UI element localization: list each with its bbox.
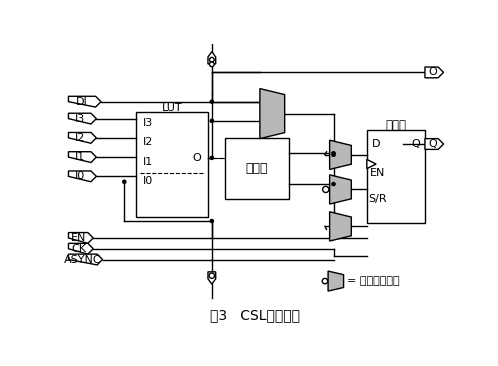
Circle shape: [322, 279, 328, 284]
Text: O: O: [193, 153, 202, 163]
Bar: [367, 130, 425, 223]
Text: LUT: LUT: [161, 103, 182, 113]
Polygon shape: [330, 140, 351, 169]
Text: 触发器: 触发器: [385, 119, 406, 132]
Text: I2: I2: [75, 133, 85, 143]
Polygon shape: [425, 139, 444, 149]
Circle shape: [210, 119, 214, 123]
Text: I1: I1: [75, 152, 85, 162]
Polygon shape: [208, 52, 216, 64]
Polygon shape: [68, 96, 101, 107]
Bar: [225, 138, 288, 199]
Text: D: D: [372, 139, 380, 149]
Text: DI: DI: [76, 97, 88, 107]
Polygon shape: [68, 232, 93, 243]
Text: Q: Q: [428, 139, 437, 149]
Circle shape: [210, 57, 214, 62]
Text: ASYNC: ASYNC: [64, 254, 102, 265]
Circle shape: [209, 273, 215, 279]
Circle shape: [332, 151, 336, 155]
Polygon shape: [68, 243, 93, 254]
Text: O: O: [428, 67, 437, 78]
Polygon shape: [330, 212, 351, 241]
Text: EN: EN: [370, 168, 385, 178]
Text: 图3   CSL单元结构: 图3 CSL单元结构: [210, 308, 300, 322]
Text: I0: I0: [75, 171, 85, 182]
Polygon shape: [68, 113, 96, 124]
Circle shape: [210, 100, 214, 104]
Text: I2: I2: [143, 138, 153, 147]
Text: 进位宽: 进位宽: [246, 162, 268, 175]
Circle shape: [210, 62, 214, 67]
Polygon shape: [330, 175, 351, 204]
Circle shape: [210, 156, 214, 160]
Text: Q: Q: [411, 139, 420, 149]
Polygon shape: [68, 171, 96, 182]
Polygon shape: [68, 152, 96, 163]
Text: I3: I3: [143, 118, 153, 128]
Circle shape: [332, 182, 336, 186]
Text: I0: I0: [143, 176, 153, 186]
Circle shape: [123, 180, 126, 184]
Polygon shape: [68, 132, 96, 143]
Polygon shape: [425, 67, 444, 78]
Text: I1: I1: [143, 157, 153, 167]
Text: I3: I3: [75, 113, 85, 124]
Polygon shape: [260, 89, 285, 139]
Polygon shape: [328, 271, 344, 291]
Polygon shape: [367, 160, 376, 169]
Text: = 初始数据编程: = 初始数据编程: [347, 276, 399, 286]
Text: EN: EN: [71, 233, 87, 243]
Circle shape: [210, 219, 214, 223]
Polygon shape: [208, 272, 216, 284]
Circle shape: [332, 153, 336, 157]
Bar: [136, 112, 208, 217]
Circle shape: [323, 186, 329, 193]
Text: CK: CK: [71, 244, 86, 254]
Text: S/R: S/R: [369, 194, 387, 205]
Polygon shape: [68, 254, 103, 265]
